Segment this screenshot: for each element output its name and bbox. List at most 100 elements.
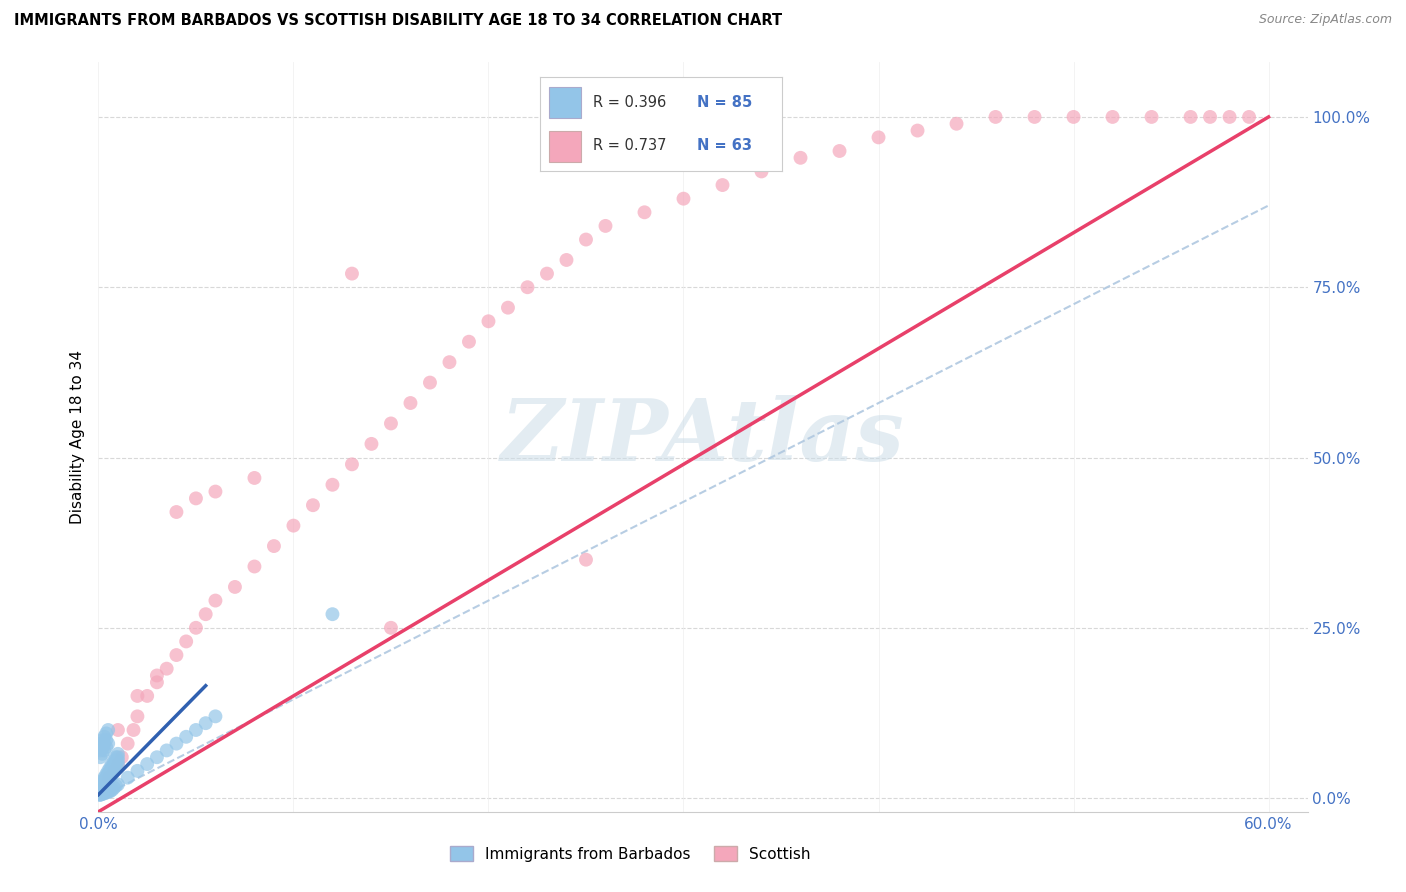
Point [101,757,124,772]
Point [1237,110,1260,124]
Point [340,267,363,281]
Point [789,151,811,165]
Point [103,754,125,768]
Point [89,777,111,791]
Point [122,723,145,737]
Point [91,733,114,747]
Point [174,730,197,744]
Point [224,580,246,594]
Point [97,764,120,778]
Point [117,771,139,785]
Point [97,723,120,737]
Point [127,709,149,723]
Point [104,760,127,774]
Point [633,205,655,219]
Point [91,774,114,789]
Y-axis label: Disability Age 18 to 34: Disability Age 18 to 34 [70,350,86,524]
Point [945,117,967,131]
Point [104,750,127,764]
Point [536,267,558,281]
Point [91,780,114,795]
Point [575,233,598,247]
Point [98,771,121,785]
Point [117,737,139,751]
Point [103,764,125,778]
Point [89,788,111,802]
Point [104,779,127,793]
Point [194,716,217,731]
Point [1140,110,1163,124]
Point [146,675,169,690]
Point [93,737,115,751]
Point [204,593,226,607]
Point [672,192,695,206]
Point [91,739,114,754]
Point [96,786,118,800]
Point [575,552,598,566]
Point [340,458,363,472]
Point [93,743,115,757]
Point [516,280,538,294]
Point [146,750,169,764]
Point [399,396,422,410]
Point [828,144,851,158]
Point [1199,110,1222,124]
Point [204,709,226,723]
Point [380,417,402,431]
Point [103,780,125,795]
Point [458,334,481,349]
Point [439,355,461,369]
Point [907,123,929,137]
Point [91,747,114,761]
Point [98,764,121,778]
Point [101,760,124,774]
Text: ZIPAtlas: ZIPAtlas [501,395,905,479]
Point [321,607,343,622]
Point [96,774,118,789]
Point [204,484,226,499]
Point [91,780,114,795]
Point [1024,110,1046,124]
Point [184,621,207,635]
Point [101,764,124,778]
Point [93,730,115,744]
Point [1101,110,1123,124]
Legend: Immigrants from Barbados, Scottish: Immigrants from Barbados, Scottish [444,839,817,868]
Point [107,757,129,772]
Point [360,437,382,451]
Point [98,760,121,774]
Point [156,662,179,676]
Point [89,788,111,802]
Point [127,764,149,778]
Point [101,767,124,781]
Point [91,784,114,798]
Point [91,777,114,791]
Point [89,743,111,757]
Point [89,780,111,795]
Point [165,737,187,751]
Point [103,760,125,774]
Point [97,785,120,799]
Point [127,689,149,703]
Point [107,750,129,764]
Point [263,539,285,553]
Point [97,771,120,785]
Point [104,754,127,768]
Point [165,505,187,519]
Point [93,774,115,789]
Point [321,477,343,491]
Point [97,767,120,781]
Point [477,314,499,328]
Point [97,767,120,781]
Text: IMMIGRANTS FROM BARBADOS VS SCOTTISH DISABILITY AGE 18 TO 34 CORRELATION CHART: IMMIGRANTS FROM BARBADOS VS SCOTTISH DIS… [14,13,782,29]
Point [868,130,890,145]
Point [107,754,129,768]
Point [104,757,127,772]
Point [984,110,1007,124]
Point [101,783,124,797]
Point [380,621,402,635]
Point [94,777,117,791]
Point [97,737,120,751]
Point [107,757,129,772]
Point [107,747,129,761]
